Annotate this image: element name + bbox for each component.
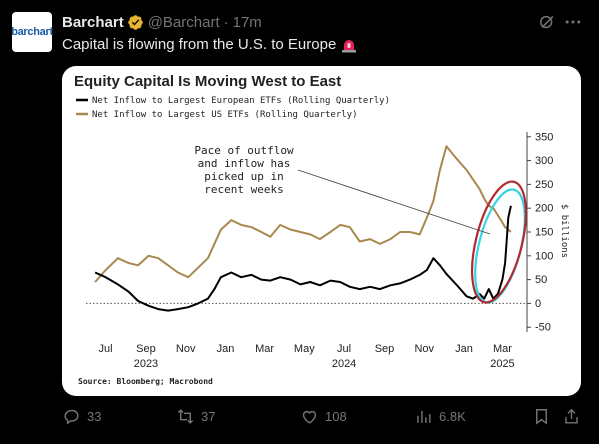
legend-label-us: Net Inflow to Largest US ETFs (Rolling Q… [92,110,358,120]
share-icon [565,408,578,424]
tweet-body: Capital is flowing from the U.S. to Euro… [62,36,357,53]
annotation-arrow [297,169,491,235]
repost-count: 37 [201,408,216,424]
like-button[interactable]: 108 [300,404,347,428]
x-tick-label: May [294,343,315,355]
repost-button[interactable]: 37 [176,404,215,428]
x-tick-label: Mar [493,343,512,355]
tweet-header: Barchart @Barchart · 17m [62,11,262,33]
chart-title: Equity Capital Is Moving West to East [74,73,341,90]
x-tick-label: Jul [99,343,113,355]
bookmark-button[interactable] [532,404,557,428]
y-tick-label: 100 [535,250,553,262]
annotation-line-3: picked up in [204,170,283,183]
more-icon[interactable] [563,12,583,32]
y-tick-label: 300 [535,155,553,167]
x-tick-label: Sep [136,343,156,355]
chart-source: Source: Bloomberg; Macrobond [78,377,213,386]
views-count: 6.8K [439,408,466,424]
y-tick-label: 250 [535,179,553,191]
tweet-timestamp[interactable]: 17m [232,13,262,31]
x-tick-label: Mar [255,343,274,355]
annotation: Pace of outflow and inflow has picked up… [194,144,294,196]
separator-dot: · [223,13,229,31]
x-tick-label: Nov [414,343,434,355]
avatar-logo-text: barchart [11,26,53,38]
x-tick-label: Jul [337,343,351,355]
x-tick-label: Nov [176,343,196,355]
y-tick-label: -50 [535,322,551,334]
x-tick-label: Jan [217,343,235,355]
y-tick-label: 50 [535,274,547,286]
chart-image-card[interactable]: Equity Capital Is Moving West to East Ne… [62,66,581,396]
y-axis-label: $ billions [559,204,569,258]
chart-svg: Equity Capital Is Moving West to East Ne… [74,73,569,386]
like-icon [302,410,317,424]
tweet-text: Capital is flowing from the U.S. to Euro… [62,36,337,53]
x-tick-label: Sep [375,343,395,355]
series-line-us [94,145,512,283]
annotation-line-1: Pace of outflow [194,144,294,157]
x-year-label: 2023 [134,358,158,370]
y-tick-label: 350 [535,131,553,143]
views-icon [417,410,431,423]
x-axis-ticks: Jul Sep Nov Jan Mar May Jul Sep Nov Jan Mar 2023 202… [99,343,515,370]
tweet-actions: 33 37 108 6.8K [62,404,587,428]
y-tick-label: 0 [535,298,541,310]
avatar[interactable]: barchart [11,12,53,52]
author-handle[interactable]: @Barchart [147,13,220,31]
share-button[interactable] [562,404,587,428]
annotation-line-2: and inflow has [198,157,291,170]
author-name[interactable]: Barchart [62,13,124,31]
siren-emoji-icon [342,39,357,52]
reply-icon [64,409,79,425]
repost-icon [177,408,194,424]
reply-count: 33 [87,408,102,424]
views-button[interactable]: 6.8K [414,404,466,428]
legend-label-europe: Net Inflow to Largest European ETFs (Rol… [92,96,390,106]
grok-icon[interactable] [537,12,557,32]
x-year-label: 2025 [490,358,514,370]
y-tick-label: 150 [535,227,553,239]
reply-button[interactable]: 33 [62,404,101,428]
annotation-line-4: recent weeks [204,183,283,196]
verified-badge-icon [127,14,143,30]
bookmark-icon [536,408,547,425]
x-year-label: 2024 [332,358,356,370]
like-count: 108 [325,408,347,424]
x-tick-label: Jan [455,343,473,355]
y-axis-ticks: 350 300 250 200 150 100 50 0 -50 [527,131,553,334]
series-layer [94,145,512,312]
highlight-ellipse-red [471,180,527,304]
y-tick-label: 200 [535,203,553,215]
